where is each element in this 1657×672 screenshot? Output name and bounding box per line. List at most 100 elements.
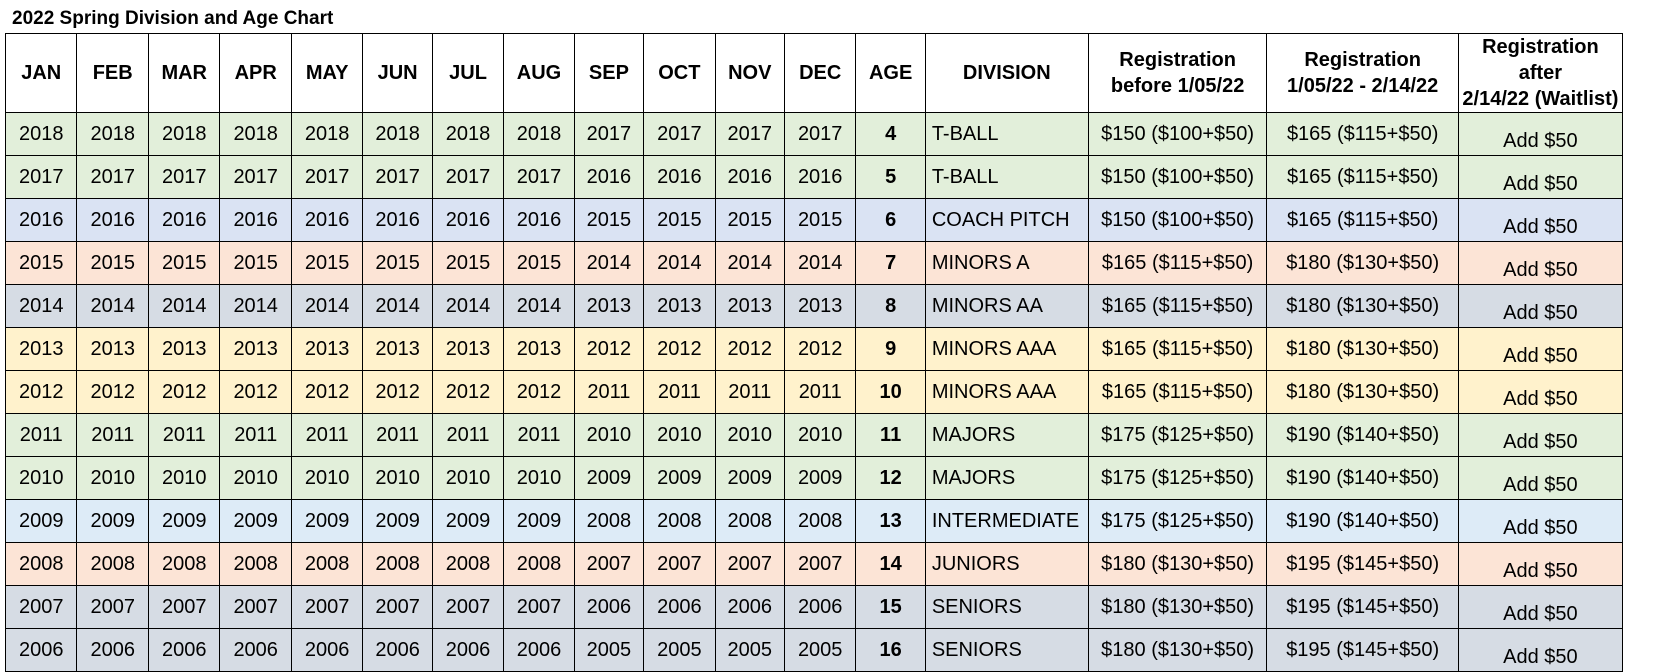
age-cell: 5 (855, 155, 926, 199)
table-row: 2014 2014 2014 2014 2014 2014 2014 2014 2013 2013… (4, 284, 1624, 328)
birth-year-cell: 2014 (503, 284, 575, 328)
fee-early-cell: $150 ($100+$50) (1087, 155, 1268, 199)
birth-year-cell: 2017 (147, 155, 221, 199)
birth-year-cell: 2013 (4, 327, 78, 371)
birth-year-cell: 2005 (714, 628, 785, 672)
table-row: 2009 2009 2009 2009 2009 2009 2009 2009 2008 2008… (4, 499, 1624, 543)
birth-year-cell: 2013 (362, 327, 433, 371)
chart-title: 2022 Spring Division and Age Chart (12, 8, 334, 29)
birth-year-cell: 2012 (503, 370, 575, 414)
birth-year-cell: 2008 (219, 542, 292, 586)
fee-mid-cell: $180 ($130+$50) (1266, 327, 1459, 371)
birth-year-cell: 2007 (643, 542, 716, 586)
birth-year-cell: 2009 (4, 499, 78, 543)
birth-year-cell: 2013 (219, 327, 292, 371)
birth-year-cell: 2008 (362, 542, 433, 586)
birth-year-cell: 2006 (290, 628, 364, 672)
birth-year-cell: 2013 (783, 284, 857, 328)
birth-year-cell: 2018 (147, 112, 221, 156)
birth-year-cell: 2010 (76, 456, 149, 500)
fee-mid-cell: $190 ($140+$50) (1266, 499, 1459, 543)
birth-year-cell: 2010 (219, 456, 292, 500)
birth-year-cell: 2011 (643, 370, 716, 414)
birth-year-cell: 2011 (362, 413, 433, 457)
table-row: 2016 2016 2016 2016 2016 2016 2016 2016 2015 2015… (4, 198, 1624, 242)
birth-year-cell: 2010 (714, 413, 785, 457)
fee-early-cell: $165 ($115+$50) (1087, 284, 1268, 328)
birth-year-cell: 2016 (362, 198, 433, 242)
fee-late-cell: Add $50 (1457, 413, 1624, 457)
birth-year-cell: 2009 (76, 499, 149, 543)
table-row: 2013 2013 2013 2013 2013 2013 2013 2013 2012 2012… (4, 327, 1624, 371)
fee-early-cell: $180 ($130+$50) (1087, 628, 1268, 672)
birth-year-cell: 2013 (431, 327, 505, 371)
birth-year-cell: 2008 (503, 542, 575, 586)
fee-mid-cell: $180 ($130+$50) (1266, 370, 1459, 414)
age-cell: 8 (855, 284, 926, 328)
birth-year-cell: 2018 (219, 112, 292, 156)
fee-early-cell: $165 ($115+$50) (1087, 370, 1268, 414)
birth-year-cell: 2017 (573, 112, 645, 156)
month-header-feb: FEB (76, 33, 149, 113)
division-cell: JUNIORS (924, 542, 1089, 586)
birth-year-cell: 2012 (783, 327, 857, 371)
birth-year-cell: 2008 (783, 499, 857, 543)
age-cell: 13 (855, 499, 926, 543)
birth-year-cell: 2006 (643, 585, 716, 629)
fee-late-cell: Add $50 (1457, 241, 1624, 285)
age-cell: 12 (855, 456, 926, 500)
birth-year-cell: 2018 (503, 112, 575, 156)
birth-year-cell: 2006 (4, 628, 78, 672)
birth-year-cell: 2007 (362, 585, 433, 629)
fee-late-cell: Add $50 (1457, 155, 1624, 199)
birth-year-cell: 2011 (290, 413, 364, 457)
birth-year-cell: 2010 (362, 456, 433, 500)
age-cell: 4 (855, 112, 926, 156)
birth-year-cell: 2014 (76, 284, 149, 328)
birth-year-cell: 2006 (147, 628, 221, 672)
division-cell: T-BALL (924, 155, 1089, 199)
month-header-nov: NOV (714, 33, 785, 113)
birth-year-cell: 2014 (573, 241, 645, 285)
fee-early-cell: $175 ($125+$50) (1087, 456, 1268, 500)
birth-year-cell: 2010 (290, 456, 364, 500)
fee-late-cell: Add $50 (1457, 112, 1624, 156)
birth-year-cell: 2009 (290, 499, 364, 543)
birth-year-cell: 2009 (714, 456, 785, 500)
birth-year-cell: 2012 (219, 370, 292, 414)
birth-year-cell: 2018 (76, 112, 149, 156)
birth-year-cell: 2009 (147, 499, 221, 543)
registration-mid-header: Registration 1/05/22 - 2/14/22 (1266, 33, 1459, 113)
fee-late-cell: Add $50 (1457, 327, 1624, 371)
birth-year-cell: 2015 (76, 241, 149, 285)
age-cell: 10 (855, 370, 926, 414)
birth-year-cell: 2008 (4, 542, 78, 586)
birth-year-cell: 2009 (643, 456, 716, 500)
age-cell: 16 (855, 628, 926, 672)
birth-year-cell: 2009 (783, 456, 857, 500)
registration-early-header-line2: before 1/05/22 (1110, 75, 1245, 97)
registration-late-header: Registration after 2/14/22 (Waitlist) (1457, 33, 1624, 113)
month-header-jan: JAN (4, 33, 78, 113)
birth-year-cell: 2012 (362, 370, 433, 414)
birth-year-cell: 2017 (76, 155, 149, 199)
birth-year-cell: 2013 (643, 284, 716, 328)
birth-year-cell: 2008 (431, 542, 505, 586)
birth-year-cell: 2011 (4, 413, 78, 457)
birth-year-cell: 2006 (76, 628, 149, 672)
birth-year-cell: 2012 (290, 370, 364, 414)
registration-late-header-line1: Registration after (1482, 36, 1599, 84)
birth-year-cell: 2010 (783, 413, 857, 457)
birth-year-cell: 2014 (4, 284, 78, 328)
month-header-jun: JUN (362, 33, 433, 113)
division-cell: SENIORS (924, 628, 1089, 672)
fee-early-cell: $150 ($100+$50) (1087, 198, 1268, 242)
birth-year-cell: 2007 (4, 585, 78, 629)
month-header-aug: AUG (503, 33, 575, 113)
birth-year-cell: 2015 (4, 241, 78, 285)
birth-year-cell: 2009 (362, 499, 433, 543)
age-cell: 6 (855, 198, 926, 242)
birth-year-cell: 2016 (4, 198, 78, 242)
division-cell: T-BALL (924, 112, 1089, 156)
birth-year-cell: 2012 (573, 327, 645, 371)
